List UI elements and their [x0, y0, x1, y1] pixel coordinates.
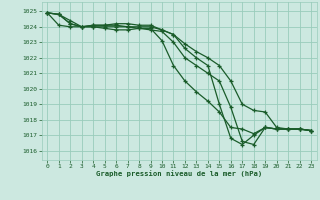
X-axis label: Graphe pression niveau de la mer (hPa): Graphe pression niveau de la mer (hPa) — [96, 171, 262, 177]
